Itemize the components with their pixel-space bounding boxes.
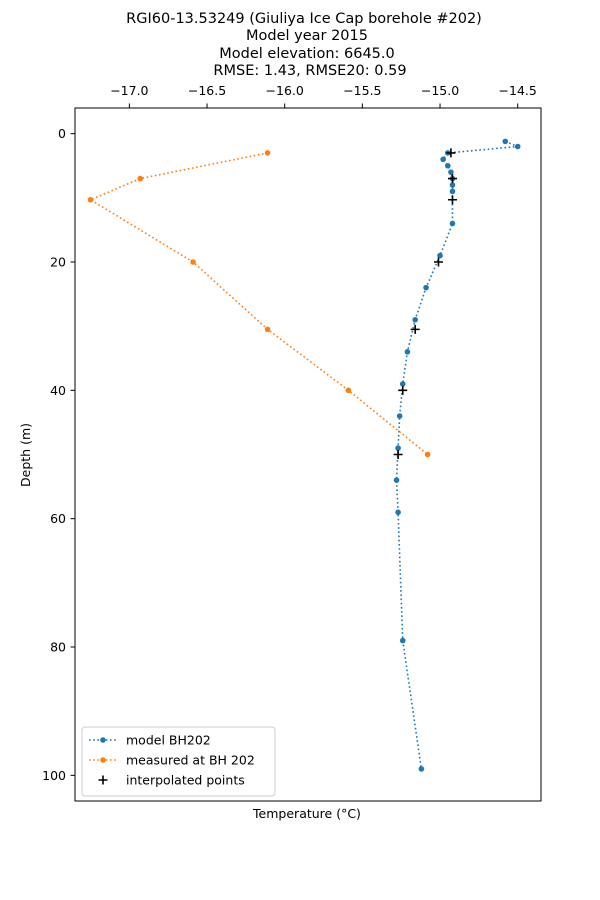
data-point — [404, 349, 411, 355]
data-point — [399, 637, 406, 644]
legend: model BH202 measured at BH 202 interpola… — [81, 726, 276, 797]
data-point — [264, 150, 271, 156]
data-point — [395, 509, 401, 516]
data-point — [424, 451, 431, 458]
title-line-3: Model elevation: 6645.0 — [219, 46, 395, 62]
title-line-2: Model year 2015 — [246, 28, 368, 44]
data-point — [449, 182, 456, 188]
data-point — [399, 381, 406, 387]
series-line — [395, 140, 519, 770]
x-tick-label: −16.5 — [188, 83, 226, 98]
x-axis-top: −17.0 −16.5 −16.0 −15.5 −15.0 −14.5 — [110, 83, 537, 108]
plot-area: −17.0 −16.5 −16.0 −15.5 −15.0 −14.5 0 20 40 60 80… — [42, 83, 542, 802]
data-point — [345, 387, 352, 394]
data-point — [418, 766, 425, 772]
data-point — [190, 259, 196, 265]
legend-label-measured: measured at BH 202 — [126, 753, 255, 768]
title-line-1: RGI60-13.53249 (Giuliya Ice Cap borehole… — [126, 11, 482, 27]
data-point — [264, 326, 271, 333]
series-layer — [87, 138, 521, 772]
data-point — [437, 252, 443, 259]
legend-swatch-dot-measured — [100, 757, 106, 763]
y-tick-label: 100 — [42, 768, 66, 783]
data-point — [412, 316, 418, 323]
chart-title: RGI60-13.53249 (Giuliya Ice Cap borehole… — [126, 11, 482, 79]
legend-box — [81, 726, 276, 797]
y-tick-label: 0 — [58, 126, 66, 141]
x-tick-label: −14.5 — [499, 83, 537, 98]
data-point — [395, 445, 401, 451]
interpolated-point — [398, 385, 408, 395]
data-point — [502, 138, 509, 145]
y-tick-label: 40 — [50, 383, 66, 398]
interpolated-point — [410, 324, 420, 334]
y-tick-label: 80 — [50, 640, 66, 655]
data-point — [440, 156, 446, 163]
data-point — [449, 220, 456, 227]
x-tick-label: −15.0 — [421, 83, 459, 98]
legend-label-interpolated: interpolated points — [126, 773, 245, 788]
plot-frame — [74, 107, 542, 802]
series-interpolated — [393, 148, 457, 459]
interpolated-point — [446, 148, 456, 158]
y-tick-label: 20 — [50, 255, 66, 270]
x-tick-label: −15.5 — [343, 83, 381, 98]
data-point — [87, 196, 94, 203]
y-tick-label: 60 — [50, 511, 66, 526]
data-point — [137, 175, 144, 182]
y-axis-left: 0 20 40 60 80 100 — [42, 126, 75, 783]
x-axis-label: Temperature (°C) — [252, 806, 361, 821]
legend-swatch-dot-model — [100, 737, 106, 743]
data-point — [448, 169, 454, 175]
interpolated-point — [393, 450, 403, 459]
y-axis-label: Depth (m) — [18, 423, 33, 487]
data-point — [449, 188, 456, 195]
x-tick-label: −16.0 — [266, 83, 304, 98]
interpolated-point — [447, 174, 457, 184]
legend-swatch-plus-interpolated — [98, 775, 108, 785]
title-line-4: RMSE: 1.43, RMSE20: 0.59 — [213, 63, 406, 79]
interpolated-point — [433, 257, 443, 267]
data-point — [396, 413, 403, 419]
x-tick-label: −17.0 — [110, 83, 148, 98]
legend-label-model: model BH202 — [126, 733, 211, 748]
data-point — [445, 162, 451, 169]
series-model — [393, 138, 521, 772]
interpolated-point — [447, 195, 457, 205]
data-point — [393, 477, 400, 483]
data-point — [514, 143, 521, 150]
data-point — [423, 284, 429, 291]
series-measured — [87, 150, 431, 458]
